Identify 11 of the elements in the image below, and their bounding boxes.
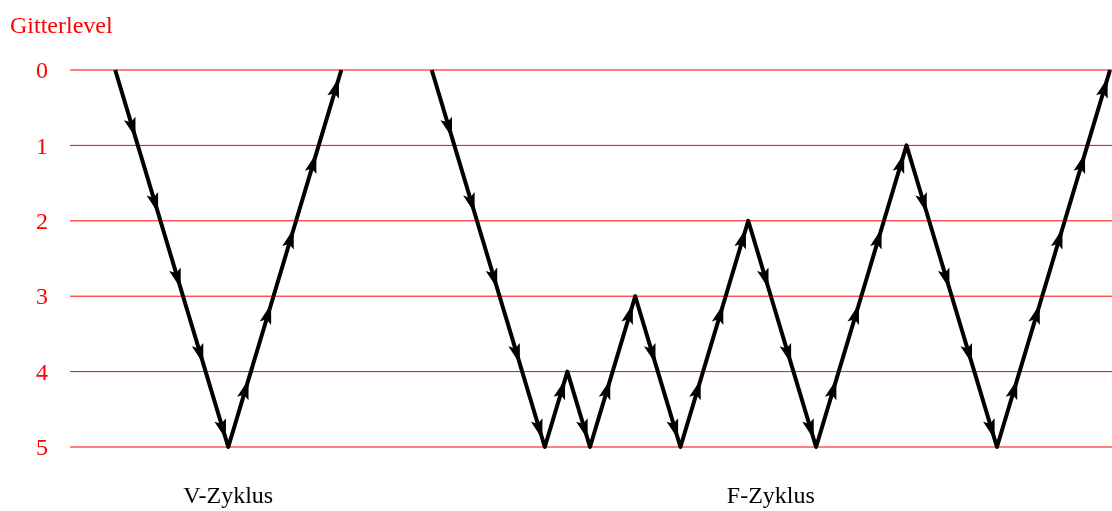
y-tick-label: 0 (36, 57, 48, 84)
y-tick-label: 3 (36, 283, 48, 310)
line-series (429, 68, 1112, 449)
y-tick-label: 1 (36, 132, 48, 159)
y-tick-label: 5 (36, 434, 48, 461)
series-label: V-Zyklus (183, 482, 274, 508)
y-axis-title: Gitterlevel (10, 12, 113, 38)
y-tick-label: 4 (36, 358, 48, 385)
series-label: F-Zyklus (726, 482, 815, 508)
y-tick-label: 2 (36, 207, 48, 234)
line-series (113, 68, 344, 449)
